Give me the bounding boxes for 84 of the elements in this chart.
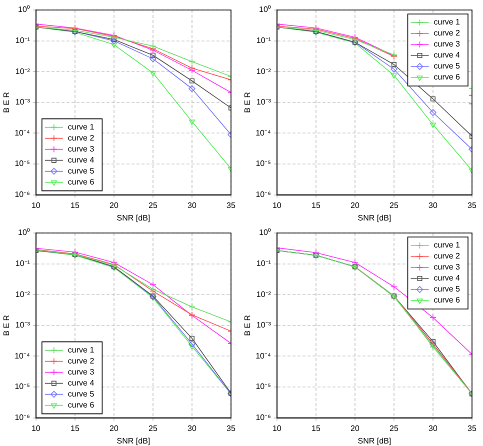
y-axis-title: B E R	[243, 314, 252, 336]
x-tick-label: 25	[148, 200, 158, 210]
x-tick-label: 35	[226, 424, 236, 433]
y-tick-label: 10⁻²	[15, 66, 30, 76]
y-tick-label: 10⁻²	[256, 66, 272, 76]
x-tick-label: 15	[70, 200, 80, 210]
x-tick-label: 30	[428, 200, 438, 210]
y-tick-label: 10⁻²	[15, 290, 30, 299]
x-tick-label: 20	[110, 200, 119, 210]
legend-label: curve 2	[68, 356, 95, 366]
legend-label: curve 6	[434, 296, 461, 305]
legend-label: curve 1	[434, 240, 461, 250]
x-tick-label: 10	[31, 424, 41, 433]
x-tick-label: 35	[468, 424, 477, 433]
y-tick-label: 10⁻³	[256, 320, 272, 330]
legend-label: curve 4	[68, 378, 95, 388]
legend-label: curve 1	[68, 122, 95, 132]
x-axis-title: SNR [dB]	[358, 436, 392, 446]
x-axis-title: SNR [dB]	[116, 213, 150, 222]
legend-label: curve 5	[68, 390, 95, 399]
y-axis-title: B E R	[2, 314, 12, 336]
x-axis-title: SNR [dB]	[358, 213, 392, 222]
legend-label: curve 6	[68, 400, 95, 410]
y-tick-label: 10⁰	[259, 5, 271, 14]
legend-label: curve 1	[68, 346, 95, 355]
y-tick-label: 10⁻⁶	[256, 190, 271, 200]
y-tick-label: 10⁻¹	[15, 259, 30, 268]
y-tick-label: 10⁰	[259, 228, 271, 238]
legend-label: curve 6	[434, 72, 461, 82]
y-tick-label: 10⁻¹	[256, 259, 272, 268]
x-tick-label: 15	[311, 200, 321, 210]
x-tick-label: 30	[188, 200, 197, 210]
legend-label: curve 2	[434, 252, 461, 261]
y-tick-label: 10⁻³	[15, 98, 30, 107]
y-tick-label: 10⁻⁵	[256, 382, 271, 392]
x-tick-label: 15	[311, 424, 321, 433]
y-tick-label: 10⁻⁴	[14, 128, 30, 138]
legend-label: curve 3	[68, 144, 95, 154]
y-tick-label: 10⁰	[18, 228, 30, 238]
y-tick-label: 10⁻⁴	[256, 351, 272, 360]
x-tick-label: 30	[188, 424, 197, 433]
y-tick-label: 10⁻²	[256, 290, 272, 299]
y-axis-title: B E R	[2, 92, 12, 113]
x-tick-label: 20	[350, 424, 360, 433]
legend-label: curve 5	[68, 166, 95, 176]
y-tick-label: 10⁻⁵	[14, 159, 30, 168]
legend-label: curve 6	[68, 178, 95, 187]
y-tick-label: 10⁻⁴	[256, 128, 272, 138]
x-tick-label: 35	[468, 200, 477, 210]
y-tick-label: 10⁻¹	[256, 36, 272, 46]
x-tick-label: 10	[272, 424, 282, 433]
x-tick-label: 20	[350, 200, 360, 210]
x-tick-label: 15	[70, 424, 80, 433]
legend-label: curve 5	[434, 62, 461, 71]
x-tick-label: 25	[148, 424, 158, 433]
x-tick-label: 25	[390, 424, 399, 433]
x-tick-label: 10	[272, 200, 282, 210]
legend-label: curve 2	[434, 28, 461, 38]
y-tick-label: 10⁻¹	[15, 36, 30, 46]
x-tick-label: 25	[390, 200, 399, 210]
y-tick-label: 10⁻⁵	[14, 382, 30, 392]
x-axis-title: SNR [dB]	[116, 436, 150, 446]
legend-label: curve 3	[434, 262, 461, 272]
legend-label: curve 4	[434, 274, 461, 283]
legend-label: curve 4	[68, 156, 95, 165]
legend-label: curve 3	[434, 40, 461, 49]
y-tick-label: 10⁻⁵	[256, 159, 271, 168]
legend-label: curve 4	[434, 50, 461, 60]
y-tick-label: 10⁻⁶	[14, 190, 30, 200]
legend-label: curve 5	[434, 284, 461, 294]
y-tick-label: 10⁻⁴	[14, 351, 30, 360]
legend-label: curve 3	[68, 368, 95, 377]
x-tick-label: 20	[110, 424, 119, 433]
legend-label: curve 2	[68, 134, 95, 143]
y-tick-label: 10⁰	[18, 5, 30, 14]
y-tick-label: 10⁻⁶	[14, 413, 30, 422]
y-tick-label: 10⁻⁶	[256, 413, 271, 422]
y-tick-label: 10⁻³	[256, 98, 272, 107]
x-tick-label: 10	[31, 200, 41, 210]
x-tick-label: 35	[226, 200, 236, 210]
legend-label: curve 1	[434, 18, 461, 27]
x-tick-label: 30	[428, 424, 438, 433]
y-axis-title: B E R	[243, 92, 252, 113]
y-tick-label: 10⁻³	[15, 320, 30, 330]
